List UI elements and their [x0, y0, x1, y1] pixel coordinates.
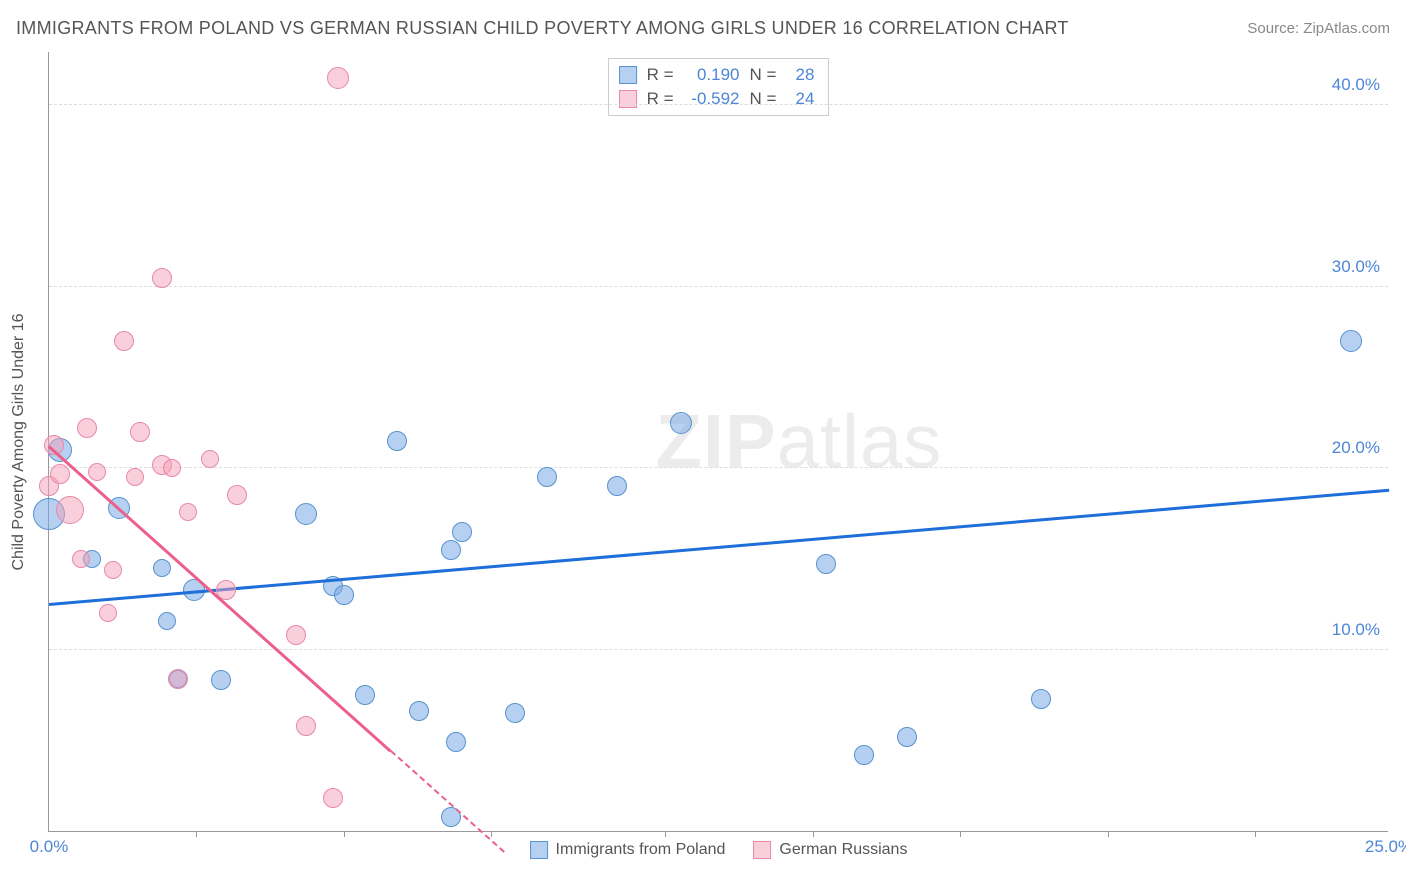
data-point — [286, 625, 306, 645]
data-point — [897, 727, 917, 747]
x-tick-mark — [344, 831, 345, 837]
grid-line — [49, 104, 1388, 105]
chart-title: IMMIGRANTS FROM POLAND VS GERMAN RUSSIAN… — [16, 18, 1069, 39]
data-point — [452, 522, 472, 542]
data-point — [179, 503, 197, 521]
data-point — [158, 612, 176, 630]
legend-item: Immigrants from Poland — [530, 841, 726, 859]
grid-line — [49, 286, 1388, 287]
data-point — [409, 701, 429, 721]
data-point — [99, 604, 117, 622]
data-point — [114, 331, 134, 351]
x-tick-mark — [196, 831, 197, 837]
data-point — [854, 745, 874, 765]
data-point — [50, 464, 70, 484]
legend-swatch — [753, 841, 771, 859]
stats-legend-row: R = -0.592 N = 24 — [619, 87, 815, 111]
r-value: -0.592 — [684, 87, 740, 111]
data-point — [104, 561, 122, 579]
n-value: 28 — [786, 63, 814, 87]
trend-line — [49, 446, 505, 852]
data-point — [77, 418, 97, 438]
legend-swatch — [619, 66, 637, 84]
data-point — [152, 268, 172, 288]
watermark: ZIPatlas — [655, 398, 942, 485]
data-point — [387, 431, 407, 451]
y-tick-label: 20.0% — [1332, 438, 1380, 458]
header: IMMIGRANTS FROM POLAND VS GERMAN RUSSIAN… — [16, 18, 1390, 39]
x-tick-label: 25.0% — [1365, 837, 1406, 857]
r-value: 0.190 — [684, 63, 740, 87]
data-point — [816, 554, 836, 574]
data-point — [168, 669, 188, 689]
data-point — [537, 467, 557, 487]
trend-line — [49, 490, 1389, 604]
data-point — [130, 422, 150, 442]
data-point — [295, 503, 317, 525]
data-point — [441, 540, 461, 560]
data-point — [296, 716, 316, 736]
stats-legend-row: R = 0.190 N = 28 — [619, 63, 815, 87]
data-point — [126, 468, 144, 486]
source-label: Source: ZipAtlas.com — [1247, 20, 1390, 37]
data-point — [88, 463, 106, 481]
series-legend: Immigrants from Poland German Russians — [530, 841, 908, 859]
data-point — [72, 550, 90, 568]
data-point — [227, 485, 247, 505]
x-tick-mark — [491, 831, 492, 837]
x-tick-mark — [1255, 831, 1256, 837]
data-point — [446, 732, 466, 752]
legend-label: German Russians — [779, 841, 907, 859]
data-point — [670, 412, 692, 434]
n-label: N = — [750, 87, 777, 111]
data-point — [56, 496, 84, 524]
x-tick-mark — [665, 831, 666, 837]
data-point — [334, 585, 354, 605]
n-label: N = — [750, 63, 777, 87]
y-tick-label: 10.0% — [1332, 620, 1380, 640]
grid-line — [49, 467, 1388, 468]
data-point — [153, 559, 171, 577]
data-point — [1031, 689, 1051, 709]
grid-line — [49, 649, 1388, 650]
data-point — [505, 703, 525, 723]
y-tick-label: 40.0% — [1332, 75, 1380, 95]
stats-legend: R = 0.190 N = 28 R = -0.592 N = 24 — [608, 58, 830, 116]
data-point — [323, 788, 343, 808]
data-point — [211, 670, 231, 690]
x-tick-mark — [1108, 831, 1109, 837]
y-axis-label: Child Poverty Among Girls Under 16 — [10, 313, 28, 570]
x-tick-mark — [960, 831, 961, 837]
data-point — [201, 450, 219, 468]
x-tick-label: 0.0% — [30, 837, 69, 857]
legend-label: Immigrants from Poland — [556, 841, 726, 859]
data-point — [607, 476, 627, 496]
legend-swatch — [530, 841, 548, 859]
x-tick-mark — [813, 831, 814, 837]
data-point — [163, 459, 181, 477]
legend-item: German Russians — [753, 841, 907, 859]
n-value: 24 — [786, 87, 814, 111]
y-tick-label: 30.0% — [1332, 257, 1380, 277]
data-point — [355, 685, 375, 705]
data-point — [1340, 330, 1362, 352]
r-label: R = — [647, 87, 674, 111]
r-label: R = — [647, 63, 674, 87]
scatter-chart: Child Poverty Among Girls Under 16 R =0.… — [48, 52, 1388, 832]
data-point — [327, 67, 349, 89]
